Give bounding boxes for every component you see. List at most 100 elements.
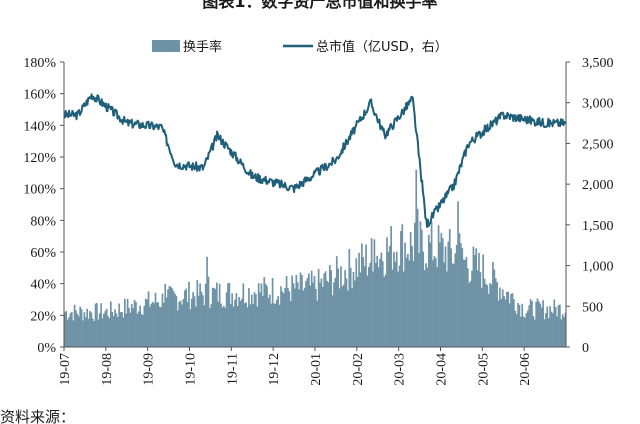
- y-left-tick-label: 80%: [30, 214, 56, 229]
- turnover-bar: [121, 311, 123, 347]
- turnover-bar: [104, 311, 107, 347]
- turnover-bar: [457, 201, 459, 347]
- turnover-bar: [437, 225, 440, 347]
- turnover-bar: [220, 303, 222, 347]
- turnover-bar: [451, 263, 454, 347]
- turnover-bar: [156, 302, 158, 347]
- turnover-bar: [334, 277, 337, 347]
- turnover-bar: [429, 242, 432, 347]
- turnover-bar: [291, 275, 293, 347]
- turnover-bar: [557, 305, 560, 347]
- turnover-bar: [195, 306, 197, 347]
- turnover-bar: [91, 318, 94, 347]
- turnover-bar: [172, 291, 175, 347]
- turnover-bar: [303, 287, 306, 347]
- turnover-bar: [75, 310, 77, 347]
- turnover-bar: [422, 251, 425, 347]
- turnover-bar: [165, 297, 168, 347]
- turnover-bar: [439, 242, 441, 347]
- turnover-bar: [446, 271, 448, 347]
- turnover-bar: [275, 299, 278, 347]
- turnover-bar: [157, 302, 160, 347]
- turnover-bar: [476, 270, 479, 347]
- turnover-bar: [146, 299, 148, 347]
- turnover-bar: [543, 319, 546, 347]
- turnover-bar: [363, 266, 366, 347]
- turnover-bar: [224, 307, 227, 347]
- turnover-bar: [412, 260, 415, 347]
- turnover-bar: [501, 289, 504, 347]
- y-right-tick-label: 3,000: [582, 97, 614, 112]
- turnover-bar: [538, 301, 540, 347]
- axes: 0% 20% 40% 60% 80% 100% 120% 140% 160% 180% 0 500 1,…: [23, 56, 613, 386]
- turnover-bar: [518, 304, 521, 347]
- turnover-bar: [351, 288, 353, 347]
- turnover-bar: [374, 263, 377, 347]
- turnover-bar: [348, 249, 351, 347]
- turnover-bar: [196, 280, 199, 347]
- turnover-bar: [209, 308, 211, 347]
- turnover-bar: [167, 289, 169, 347]
- turnover-bar: [274, 303, 277, 347]
- turnover-bar: [402, 271, 405, 347]
- turnover-bar: [160, 307, 162, 347]
- turnover-bar: [225, 292, 228, 347]
- turnover-bar: [234, 299, 236, 347]
- turnover-bar: [482, 254, 485, 347]
- turnover-bar: [448, 229, 451, 347]
- legend-swatch-turnover: [152, 40, 180, 52]
- turnover-bar: [217, 301, 220, 347]
- turnover-bar: [559, 304, 561, 347]
- turnover-bar: [529, 299, 532, 347]
- turnover-bar: [519, 316, 522, 347]
- turnover-bar: [149, 306, 151, 347]
- turnover-bar: [192, 292, 194, 347]
- turnover-bar: [103, 313, 105, 347]
- turnover-bar: [553, 299, 556, 347]
- x-tick-label: 20-03: [393, 353, 408, 386]
- turnover-bar: [362, 257, 365, 347]
- x-tick-label: 19-12: [267, 353, 282, 386]
- market-cap-line: [63, 93, 567, 228]
- turnover-bar: [82, 320, 84, 347]
- x-tick-label: 19-11: [225, 353, 240, 385]
- turnover-bar: [349, 267, 352, 347]
- turnover-bar: [236, 305, 239, 347]
- turnover-bar: [132, 308, 135, 347]
- turnover-bar: [188, 281, 190, 347]
- turnover-bar: [352, 271, 355, 347]
- turnover-bar: [490, 284, 493, 347]
- turnover-bar: [373, 239, 376, 347]
- turnover-bar: [407, 253, 409, 347]
- turnover-bar: [330, 270, 333, 347]
- turnover-bar: [337, 268, 339, 347]
- turnover-bar: [432, 260, 434, 347]
- turnover-bar: [499, 287, 501, 347]
- turnover-bar: [163, 302, 165, 347]
- turnover-bar: [418, 252, 420, 347]
- turnover-bar: [249, 304, 252, 347]
- turnover-bar: [561, 314, 564, 347]
- turnover-bar: [171, 288, 174, 347]
- x-tick-label: 19-10: [184, 353, 199, 386]
- turnover-bar: [515, 314, 518, 347]
- turnover-bar: [199, 283, 201, 347]
- turnover-bar: [469, 280, 472, 347]
- y-right-tick-label: 0: [582, 341, 589, 356]
- turnover-bar: [323, 273, 326, 347]
- turnover-bar: [86, 308, 88, 347]
- turnover-bar: [190, 298, 193, 347]
- y-right-tick-label: 500: [582, 300, 603, 315]
- turnover-bar: [315, 288, 317, 347]
- turnover-bar: [203, 305, 206, 347]
- turnover-bar: [285, 275, 288, 347]
- turnover-bar: [116, 316, 119, 347]
- turnover-bar: [246, 307, 249, 347]
- turnover-bar: [185, 288, 188, 347]
- turnover-bar: [461, 248, 464, 347]
- turnover-bar: [221, 307, 224, 347]
- turnover-bar: [281, 291, 284, 347]
- turnover-bar: [475, 248, 478, 347]
- legend: 换手率 总市值（亿USD，右）: [152, 39, 448, 55]
- turnover-bar: [271, 277, 274, 347]
